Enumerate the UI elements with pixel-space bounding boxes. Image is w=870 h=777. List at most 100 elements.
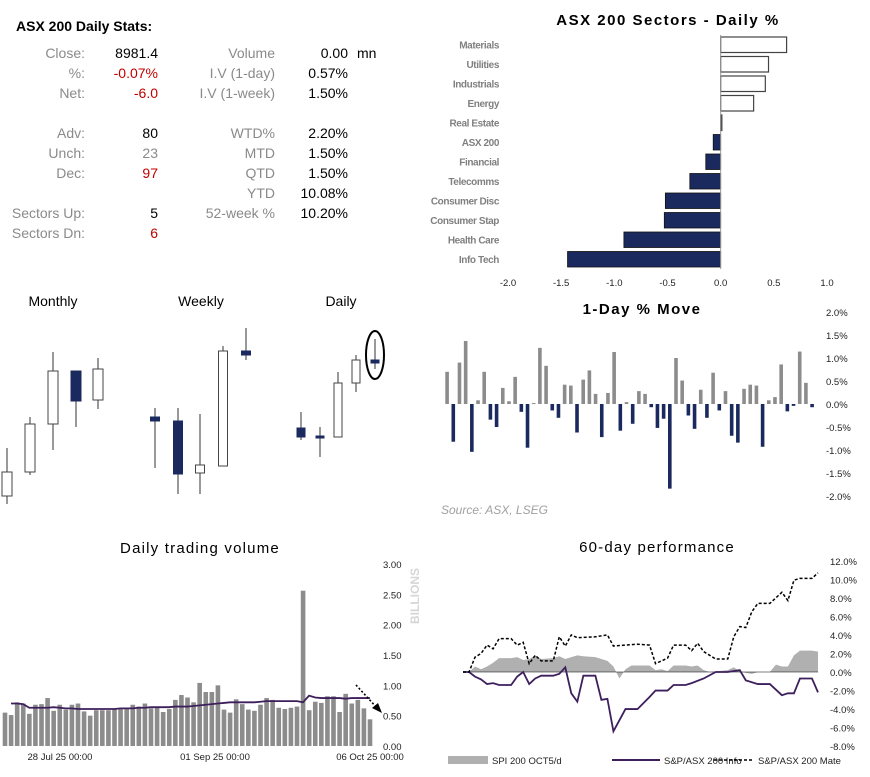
sector-label: Energy (467, 99, 499, 110)
volume-bar (349, 703, 355, 746)
stat-label: Net: (59, 85, 85, 101)
stat-value: 5 (150, 205, 158, 221)
move-bar (766, 400, 771, 404)
move-bar (556, 404, 561, 418)
volume-bar (343, 693, 348, 746)
y-tick-label: 12.0% (830, 557, 857, 568)
stat-label: QTD (245, 165, 275, 181)
volume-bar (63, 709, 69, 746)
candle-body (296, 427, 306, 438)
sector-label: ASX 200 (462, 138, 500, 149)
volume-bar (33, 704, 38, 746)
volume-bar (100, 710, 105, 746)
move-bar (451, 404, 456, 442)
move-bar (476, 400, 480, 404)
sector-label: Health Care (448, 235, 500, 246)
stat-value: 1.50% (308, 85, 348, 101)
sector-bar (623, 231, 722, 248)
stat-label: YTD (247, 185, 275, 201)
volume-bar (2, 712, 8, 746)
x-tick-label: 1.0 (820, 278, 833, 289)
source-note: Source: ASX, LSEG (441, 503, 548, 517)
volume-bar (39, 704, 44, 746)
stat-value: 1.50% (308, 145, 348, 161)
move-bar (717, 404, 722, 411)
move-bar (593, 393, 598, 404)
x-tick-label: 0.5 (767, 278, 780, 289)
volume-bar (276, 707, 282, 746)
sector-bar (720, 36, 788, 54)
volume-bar (233, 699, 239, 746)
move-bar (711, 372, 715, 404)
stat-label: MTD (245, 145, 275, 161)
y-tick-label: -1.5% (826, 469, 851, 480)
sector-label: Consumer Disc (431, 196, 500, 207)
volume-bar (112, 708, 117, 746)
move-bar (736, 404, 740, 443)
move-bar (804, 382, 808, 404)
move-bar (760, 404, 765, 447)
x-tick-label: -1.0 (606, 278, 622, 289)
y-tick-label: -0.5% (826, 423, 851, 434)
sector-label: Real Estate (449, 118, 499, 129)
stat-label: Adv: (57, 125, 85, 141)
candle-body (195, 464, 205, 474)
volume-bar (215, 685, 221, 746)
candle-body (370, 359, 380, 364)
volume-bar (57, 704, 63, 746)
volume-bar (361, 708, 367, 746)
volume-bar (160, 712, 166, 746)
candle-body (47, 370, 59, 425)
volume-bar (203, 692, 209, 746)
legend-label-spi: SPI 200 OCT5/d (492, 756, 562, 767)
move-bar (723, 391, 728, 404)
stat-value: 0.57% (308, 65, 348, 81)
move-bar (550, 404, 555, 411)
move-bar (470, 404, 474, 452)
y-tick-label: -8.0% (830, 742, 855, 753)
y-tick-label: 2.0% (830, 650, 852, 661)
one-day-title: 1-Day % Move (583, 301, 702, 318)
move-bar (531, 403, 536, 405)
volume-bar (282, 708, 288, 746)
move-bar (705, 404, 709, 418)
stat-value: 97 (142, 165, 158, 181)
legend: SPI 200 OCT5/d S&P/ASX 200 Info S&P/ASX … (448, 756, 841, 767)
stat-label: 52-week % (206, 205, 275, 221)
move-bar (519, 404, 524, 412)
sector-label: Materials (459, 40, 500, 51)
stat-label: Volume (228, 45, 275, 61)
volume-bar (87, 715, 93, 746)
candlestick-panels: Monthly Weekly Daily (1, 293, 385, 504)
volume-bar (130, 704, 136, 746)
info-line (463, 665, 819, 734)
volume-bar (27, 713, 32, 746)
move-bar (785, 404, 790, 412)
stat-label: I.V (1-week) (200, 85, 275, 101)
stat-value: 10.08% (301, 185, 348, 201)
daily-title: Daily (325, 293, 356, 309)
y-tick-label: 2.00 (383, 621, 402, 632)
y-tick-label: 1.00 (383, 681, 402, 692)
candle-body (24, 423, 36, 473)
volume-bar (154, 706, 160, 746)
stats-title: ASX 200 Daily Stats: (16, 18, 152, 34)
volume-bar (306, 710, 312, 746)
volume-chart: Daily trading volume BILLIONS 3.00 2.50 2.… (2, 540, 422, 763)
move-bar (562, 384, 567, 404)
y-tick-label: 4.0% (830, 631, 852, 642)
move-bar (569, 385, 573, 404)
volume-bar (227, 712, 233, 746)
volume-bar (264, 698, 269, 746)
volume-bar (173, 699, 178, 746)
stat-label: Dec: (56, 165, 85, 181)
volume-axis-label: BILLIONS (408, 568, 422, 624)
volume-bar (367, 719, 373, 746)
volume-bar (81, 711, 87, 746)
candle-body (218, 350, 228, 467)
sector-bar (663, 212, 722, 229)
volume-bar (355, 699, 361, 746)
sector-bar (705, 153, 722, 170)
move-bar (655, 404, 660, 428)
volume-bar (118, 708, 123, 746)
